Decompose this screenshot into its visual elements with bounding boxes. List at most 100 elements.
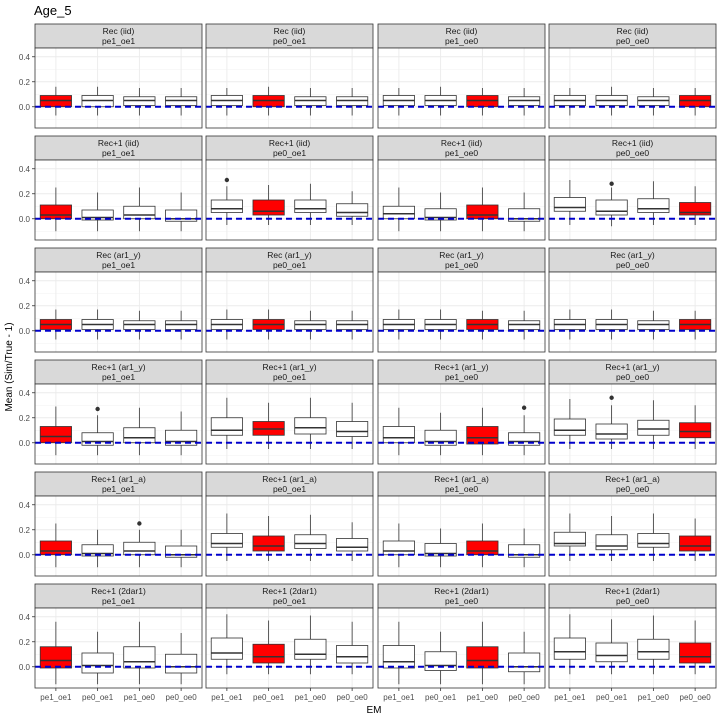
facet-strip-col-label: pe1_oe0: [445, 484, 478, 494]
boxplot-pe0_oe1: [424, 192, 457, 232]
box-iqr: [123, 427, 156, 444]
boxplot-pe1_oe0: [466, 88, 499, 116]
boxplot-pe0_oe1: [424, 528, 457, 568]
y-tick-label: 0.0: [19, 439, 31, 448]
y-tick-label: 0.4: [19, 389, 31, 398]
facet-strip: [548, 135, 717, 161]
panel-border: [34, 383, 203, 465]
panel-background: [378, 48, 545, 128]
facet-strip: [377, 583, 546, 609]
panel-border: [377, 47, 546, 129]
facet-strip-row-label: Rec (iid): [103, 26, 135, 36]
x-tick-label: pe0_oe1: [425, 693, 457, 702]
facet-strip-row-label: Rec+1 (2dar1): [262, 586, 317, 596]
boxplot-pe0_oe1: [81, 631, 114, 685]
boxplot-pe0_oe0: [336, 191, 369, 225]
facet-strip: [205, 359, 374, 385]
facet-strip-row-label: Rec (iid): [274, 26, 306, 36]
box-iqr: [252, 199, 285, 216]
facet-strip-col-label: pe1_oe0: [445, 260, 478, 270]
outlier-point: [224, 177, 230, 183]
box-iqr: [382, 645, 415, 669]
panel-border: [548, 159, 717, 241]
y-tick-label: 0.4: [19, 165, 31, 174]
facet-panel: Rec+1 (ar1_a)pe1_oe1 0.0 0.2 0.4: [19, 471, 203, 577]
boxplot-pe1_oe0: [123, 310, 156, 340]
panel-background: [35, 160, 202, 240]
boxplot-pe1_oe0: [294, 183, 327, 225]
boxplot-pe1_oe1: [382, 88, 415, 116]
box-iqr: [637, 533, 670, 548]
panel-background: [35, 384, 202, 464]
facet-strip: [548, 247, 717, 273]
panel-border: [205, 383, 374, 465]
panel-border: [548, 495, 717, 577]
box-iqr: [336, 421, 369, 437]
boxplot-pe1_oe1: [553, 614, 586, 675]
x-axis-title: EM: [367, 705, 382, 716]
box-iqr: [424, 208, 457, 221]
facet-strip-row-label: Rec+1 (2dar1): [91, 586, 146, 596]
outlier-point: [521, 405, 527, 410]
facet-panel: Rec+1 (ar1_y)pe1_oe1 0.0 0.2 0.4: [19, 359, 203, 465]
boxplot-pe0_oe0: [679, 518, 712, 561]
panel-border: [205, 159, 374, 241]
facet-strip-row-label: Rec+1 (2dar1): [605, 586, 660, 596]
boxplot-pe1_oe0: [123, 621, 156, 685]
boxplot-pe0_oe0: [508, 88, 541, 116]
facet-strip-col-label: pe0_oe1: [273, 484, 306, 494]
box-iqr: [210, 533, 243, 548]
facet-panel: Rec+1 (iid)pe1_oe1 0.0 0.2 0.4: [19, 135, 203, 241]
chart-title: Age_5: [34, 3, 72, 18]
panel-background: [206, 48, 373, 128]
facet-strip: [377, 359, 546, 385]
box-iqr: [336, 538, 369, 552]
facet-panel: Rec+1 (ar1_y)pe1_oe0: [377, 359, 546, 465]
facet-panel: Rec (ar1_y)pe1_oe1 0.0 0.2 0.4: [19, 247, 203, 353]
x-tick-label: pe1_oe0: [638, 693, 670, 702]
facet-strip-row-label: Rec+1 (ar1_a): [91, 474, 146, 484]
panel-border: [34, 159, 203, 241]
box-iqr: [39, 646, 72, 669]
box-iqr: [382, 540, 415, 556]
boxplot-pe0_oe0: [336, 522, 369, 561]
boxplot-pe1_oe0: [637, 513, 670, 561]
facet-strip: [548, 359, 717, 385]
boxplot-pe0_oe1: [424, 86, 457, 116]
x-tick-label: pe1_oe0: [124, 693, 156, 702]
boxplot-pe0_oe1: [252, 620, 285, 675]
x-tick-label: pe0_oe0: [337, 693, 369, 702]
panel-background: [378, 160, 545, 240]
boxplot-pe0_oe1: [595, 309, 628, 340]
facet-strip-col-label: pe0_oe0: [616, 372, 649, 382]
facet-strip: [34, 23, 203, 49]
boxplot-pe1_oe0: [123, 187, 156, 232]
boxplot-pe0_oe0: [679, 186, 712, 225]
boxplot-pe0_oe1: [595, 619, 628, 675]
box-iqr: [595, 199, 628, 216]
boxplot-pe1_oe0: [637, 400, 670, 449]
boxplot-pe0_oe1: [81, 529, 114, 568]
facet-strip-row-label: Rec+1 (iid): [612, 138, 654, 148]
boxplot-pe1_oe1: [39, 406, 72, 456]
facet-strip-row-label: Rec (ar1_y): [610, 250, 655, 260]
boxplot-pe1_oe0: [466, 407, 499, 456]
facet-panel: Rec (iid)pe1_oe0: [377, 23, 546, 129]
box-iqr: [81, 652, 114, 674]
facet-strip-row-label: Rec (ar1_y): [267, 250, 312, 260]
facet-strip-row-label: Rec+1 (ar1_y): [91, 362, 145, 372]
box-iqr: [252, 643, 285, 664]
x-tick-label: pe1_oe0: [467, 693, 499, 702]
facet-strip-col-label: pe0_oe1: [273, 596, 306, 606]
boxplot-pe1_oe1: [39, 523, 72, 568]
facet-panel: Rec (ar1_y)pe0_oe1: [205, 247, 374, 353]
box-iqr: [165, 209, 198, 222]
boxplot-pe0_oe0: [165, 411, 198, 456]
boxplot-pe0_oe1: [424, 412, 457, 456]
box-iqr: [336, 645, 369, 664]
boxplot-pe1_oe1: [553, 180, 586, 225]
facet-strip: [205, 471, 374, 497]
